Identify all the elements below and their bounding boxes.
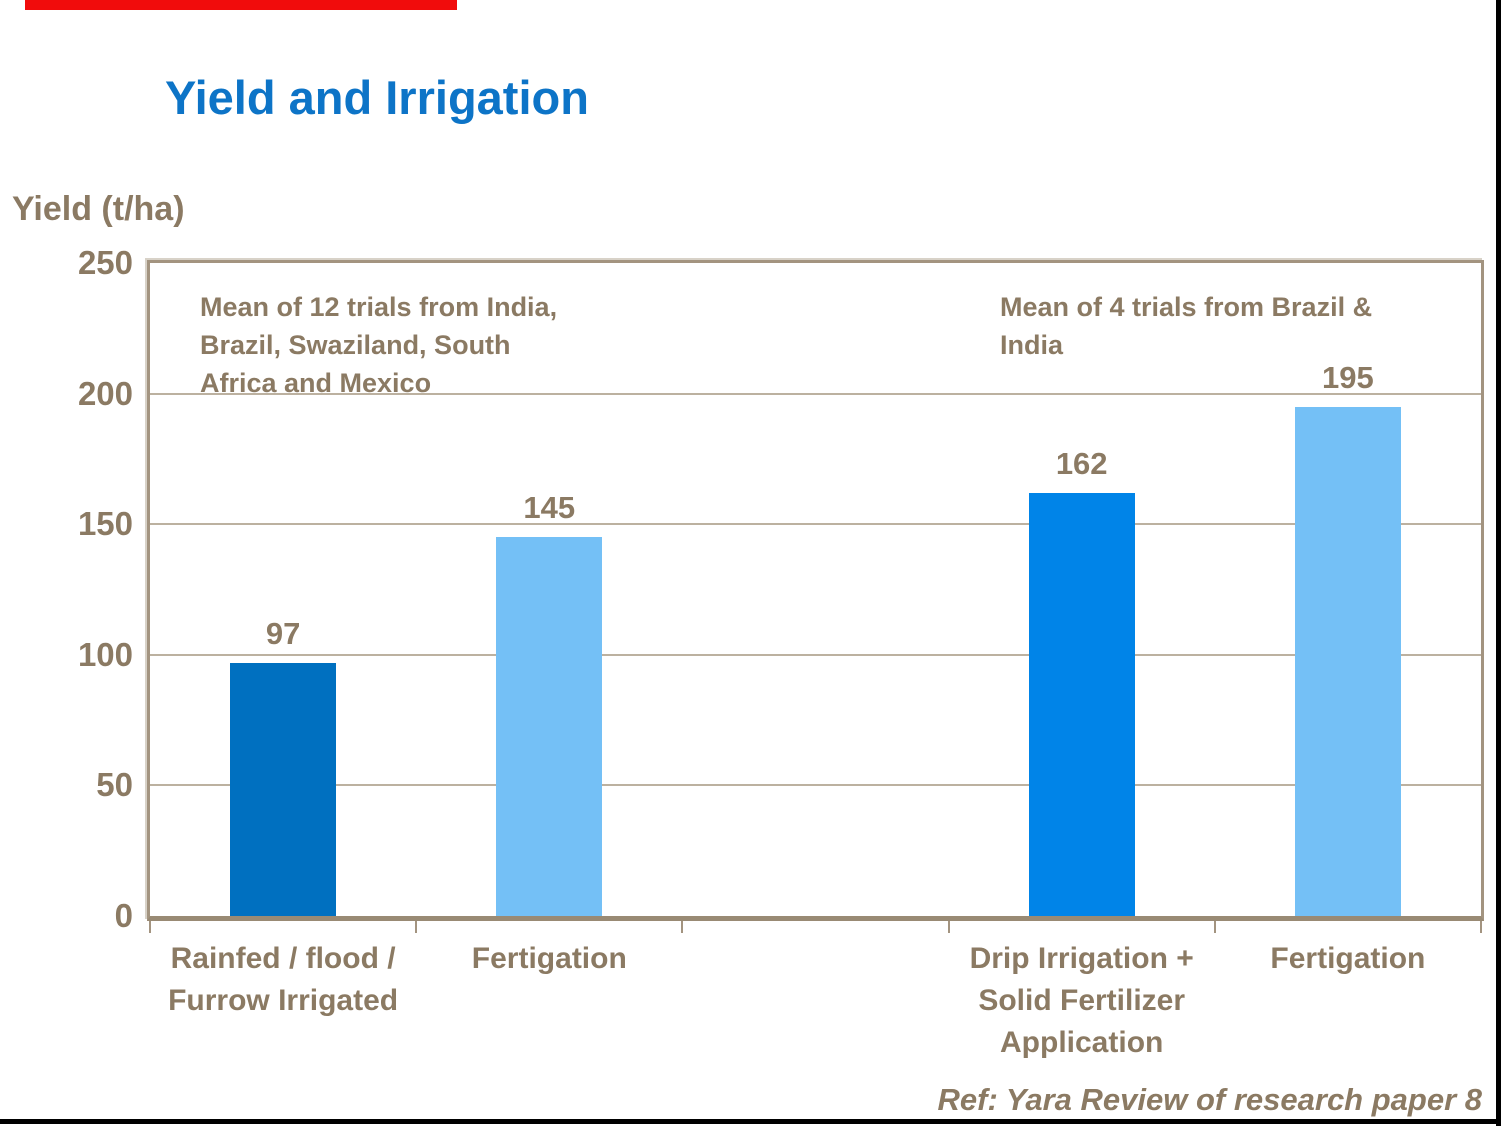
bar-drip-irrigation-solid-fertilizer-application: [1028, 492, 1135, 916]
slide-title: Yield and Irrigation: [165, 71, 589, 124]
y-tick-label-250: 250: [77, 244, 133, 281]
y-tick-label-200: 200: [77, 374, 133, 412]
x-axis-tick: [1213, 921, 1216, 933]
x-axis-tick: [681, 921, 684, 933]
bar-value-label: 97: [265, 615, 301, 651]
bar-value-label: 195: [1322, 359, 1374, 395]
bar-value-label: 145: [523, 490, 576, 526]
gridline-200: [150, 392, 1481, 395]
x-axis-label-1: Fertigation: [471, 942, 627, 975]
y-tick-label-100: 100: [77, 635, 133, 673]
image-right-border: [1496, 0, 1501, 1126]
gridline-100: [150, 653, 1481, 656]
annotation-right-group: Mean of 4 trials from Brazil & India: [1000, 292, 1373, 360]
y-tick-label-150: 150: [77, 505, 133, 543]
red-progress-bar: [25, 0, 457, 10]
y-tick-label-0: 0: [114, 897, 133, 934]
gridline-150: [150, 523, 1481, 526]
annotation-left-group: Mean of 12 trials from India, Brazil, Sw…: [200, 292, 558, 398]
bar-fertigation: [1294, 406, 1401, 916]
x-axis-label-3: Drip Irrigation + Solid Fertilizer Appli…: [969, 942, 1194, 1059]
x-axis-tick: [1480, 921, 1482, 933]
x-axis-tick: [415, 921, 418, 933]
bar-rainfed-flood-furrow-irrigated: [230, 662, 337, 916]
bar-value-label: 162: [1055, 445, 1108, 481]
x-axis-label-0: Rainfed / flood / Furrow Irrigated: [168, 942, 399, 1017]
bar-fertigation: [496, 537, 603, 916]
image-bottom-border: [0, 1119, 1501, 1124]
y-tick-label-50: 50: [96, 766, 133, 804]
x-axis-label-4: Fertigation: [1270, 942, 1426, 975]
y-axis-title: Yield (t/ha): [12, 190, 185, 228]
x-axis-tick: [947, 921, 950, 933]
plot-area-border: [147, 260, 1484, 921]
gridline-50: [150, 784, 1481, 787]
plot-area: 97 145 162 195: [150, 263, 1481, 916]
reference-note: Ref: Yara Review of research paper 8: [937, 1082, 1482, 1117]
x-axis-tick: [149, 921, 151, 933]
